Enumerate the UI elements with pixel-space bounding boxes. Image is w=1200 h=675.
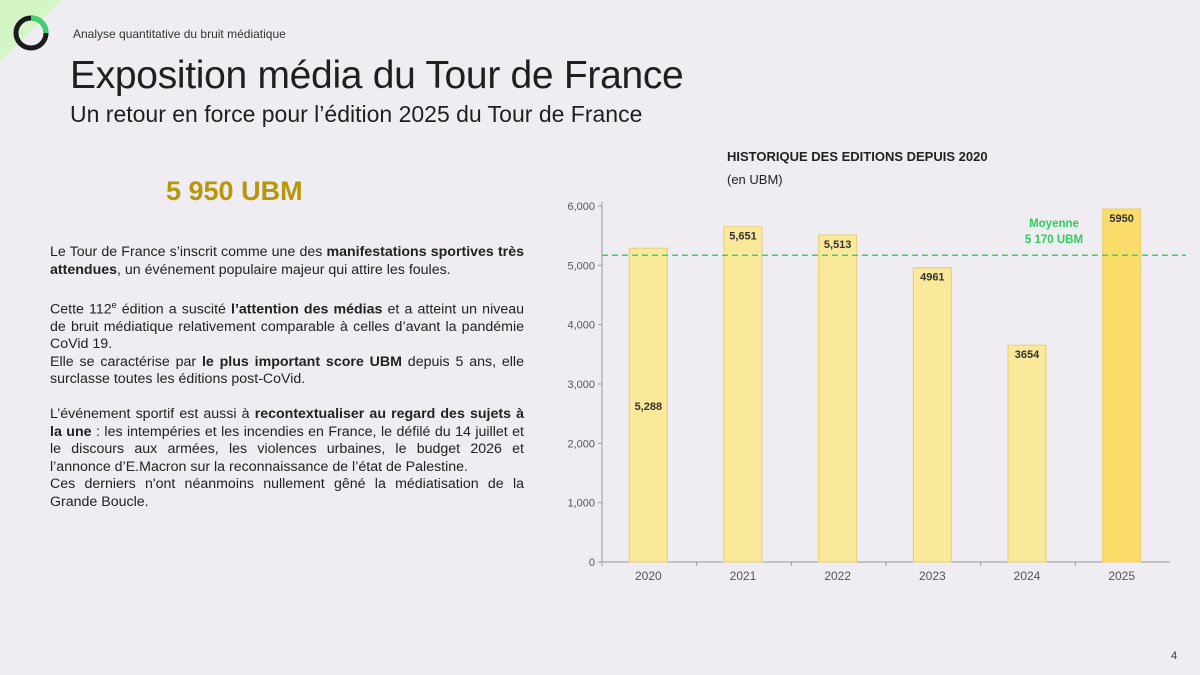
bar-2021 (723, 226, 763, 563)
data-label-2021: 5,651 (729, 231, 757, 243)
y-tick-label: 3,000 (567, 379, 595, 391)
x-tick-label: 2024 (1014, 569, 1041, 583)
bar-2022 (818, 234, 858, 563)
y-tick-label: 2,000 (567, 438, 595, 450)
data-label-2023: 4961 (920, 272, 944, 284)
x-tick-label: 2023 (919, 569, 946, 583)
paragraph-1: Le Tour de France s’inscrit comme une de… (50, 244, 524, 278)
x-tick-label: 2025 (1108, 569, 1135, 583)
average-label: Moyenne (1029, 218, 1079, 230)
y-tick-label: 4,000 (567, 320, 595, 332)
y-tick-label: 6,000 (567, 201, 595, 213)
data-label-2022: 5,513 (824, 239, 852, 251)
brand-logo-icon (13, 15, 49, 51)
paragraph-4: L’événement sportif est aussi à recontex… (50, 406, 524, 475)
x-tick-label: 2020 (635, 569, 662, 583)
body-text: Le Tour de France s’inscrit comme une de… (50, 244, 524, 529)
average-value: 5 170 UBM (1025, 234, 1083, 246)
bar-2020 (628, 247, 668, 563)
y-tick-label: 1,000 (567, 498, 595, 510)
x-tick-label: 2021 (730, 569, 757, 583)
paragraph-5: Ces derniers n'ont néanmoins nullement g… (50, 476, 524, 510)
chart-title: HISTORIQUE DES EDITIONS DEPUIS 2020 (727, 149, 988, 164)
bar-chart: 0 1,000 2,000 3,000 4,000 5,000 6,000 2020 5,288… (567, 201, 1186, 583)
data-label-2024: 3654 (1015, 349, 1040, 361)
section-kicker: Analyse quantitative du bruit médiatique (73, 27, 286, 41)
page-number: 4 (1171, 650, 1178, 662)
bar-2025 (1102, 208, 1142, 563)
kpi-value: 5 950 UBM (166, 176, 303, 206)
page-subtitle: Un retour en force pour l’édition 2025 d… (70, 101, 643, 127)
corner-decoration (0, 0, 62, 62)
data-label-2020: 5,288 (635, 401, 663, 413)
page-title: Exposition média du Tour de France (70, 54, 684, 97)
bar-2024 (1007, 344, 1047, 563)
y-tick-label: 5,000 (567, 260, 595, 272)
bar-2023 (912, 267, 952, 563)
chart-unit: (en UBM) (727, 172, 783, 187)
x-tick-label: 2022 (824, 569, 851, 583)
data-label-2025: 5950 (1109, 213, 1133, 225)
y-tick-label: 0 (589, 557, 595, 569)
paragraph-3: Elle se caractérise par le plus importan… (50, 353, 524, 388)
paragraph-2: Cette 112e édition a suscité l’attention… (50, 299, 524, 353)
